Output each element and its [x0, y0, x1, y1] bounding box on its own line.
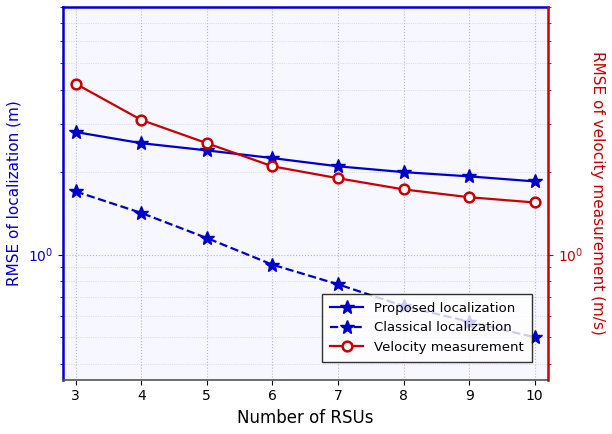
Line: Proposed localization: Proposed localization [69, 125, 542, 188]
Classical localization [269, 262, 276, 267]
Velocity measurement [269, 164, 276, 169]
Classical localization [400, 303, 407, 309]
Proposed localization [531, 179, 539, 184]
Proposed localization [203, 148, 211, 153]
Proposed localization [138, 141, 145, 146]
Proposed localization [72, 129, 80, 135]
Velocity measurement [138, 117, 145, 122]
Velocity measurement [531, 200, 539, 205]
Proposed localization [269, 155, 276, 161]
Y-axis label: RMSE of velocity measurement (m/s): RMSE of velocity measurement (m/s) [590, 51, 605, 335]
X-axis label: Number of RSUs: Number of RSUs [237, 409, 373, 427]
Proposed localization [400, 170, 407, 175]
Proposed localization [334, 164, 341, 169]
Velocity measurement [203, 141, 211, 146]
Velocity measurement [466, 194, 473, 200]
Line: Classical localization: Classical localization [69, 184, 542, 344]
Velocity measurement [334, 176, 341, 181]
Line: Velocity measurement: Velocity measurement [71, 79, 540, 207]
Proposed localization [466, 174, 473, 179]
Classical localization [138, 210, 145, 216]
Classical localization [334, 282, 341, 287]
Velocity measurement [72, 81, 80, 86]
Classical localization [72, 189, 80, 194]
Classical localization [531, 335, 539, 340]
Velocity measurement [400, 187, 407, 192]
Classical localization [466, 319, 473, 324]
Y-axis label: RMSE of localization (m): RMSE of localization (m) [7, 101, 22, 286]
Legend: Proposed localization, Classical localization, Velocity measurement: Proposed localization, Classical localiz… [323, 294, 531, 362]
Classical localization [203, 235, 211, 240]
